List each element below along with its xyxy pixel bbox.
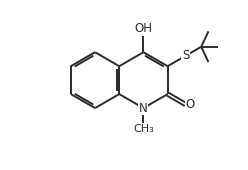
Text: O: O xyxy=(186,98,195,111)
Text: CH₃: CH₃ xyxy=(133,124,154,134)
Text: OH: OH xyxy=(134,22,153,35)
Text: S: S xyxy=(182,49,189,62)
Text: N: N xyxy=(139,101,148,115)
